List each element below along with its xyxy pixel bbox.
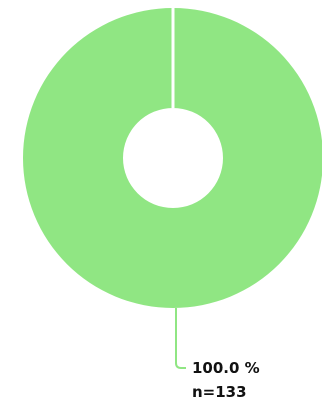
slices-group bbox=[23, 8, 322, 308]
donut-slice-0 bbox=[23, 8, 322, 308]
slice-percent-label: 100.0 % bbox=[192, 359, 260, 377]
slice-count-label: n=133 bbox=[192, 383, 247, 401]
label-leader-line bbox=[175, 308, 186, 369]
